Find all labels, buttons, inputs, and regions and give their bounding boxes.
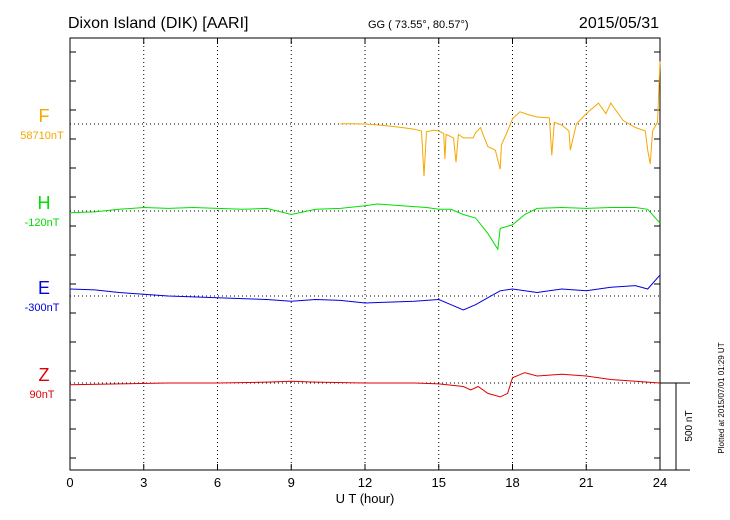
series-name-h: H [38,193,51,213]
series-line-h [69,203,661,251]
x-tick-label: 6 [214,475,221,490]
series-line-f [340,61,661,177]
series-baseline-e: -300nT [25,302,60,314]
series-name-z: Z [39,365,50,385]
series-name-f: F [39,106,50,126]
chart-date: 2015/05/31 [579,15,659,32]
x-tick-label: 15 [432,475,446,490]
x-tick-label: 21 [579,475,593,490]
scale-bar-label: 500 nT [684,410,695,441]
series-layer [69,61,661,398]
plotted-at-note: Plotted at 2015/07/01 01:29 UT [717,342,726,453]
station-coords: GG ( 73.55°, 80.57°) [368,19,469,31]
series-name-e: E [38,278,50,298]
x-tick-label: 12 [358,475,372,490]
x-tick-label: 9 [288,475,295,490]
scale-bar: 500 nT [660,382,695,471]
series-line-e [69,274,661,311]
station-title: Dixon Island (DIK) [AARI] [68,15,249,32]
x-axis: 0 3 6 9 12 15 18 21 24 [66,38,667,490]
channel-labels: F 58710nT H -120nT E -300nT Z 90nT [20,106,64,401]
series-line-z [69,372,661,398]
x-axis-label: U T (hour) [336,491,395,506]
x-tick-label: 18 [505,475,519,490]
series-baseline-z: 90nT [29,389,54,401]
grid [70,38,660,470]
x-tick-label: 3 [140,475,147,490]
series-baseline-h: -120nT [25,217,60,229]
series-baseline-f: 58710nT [20,130,64,142]
x-tick-label: 0 [66,475,73,490]
x-tick-label: 24 [653,475,667,490]
